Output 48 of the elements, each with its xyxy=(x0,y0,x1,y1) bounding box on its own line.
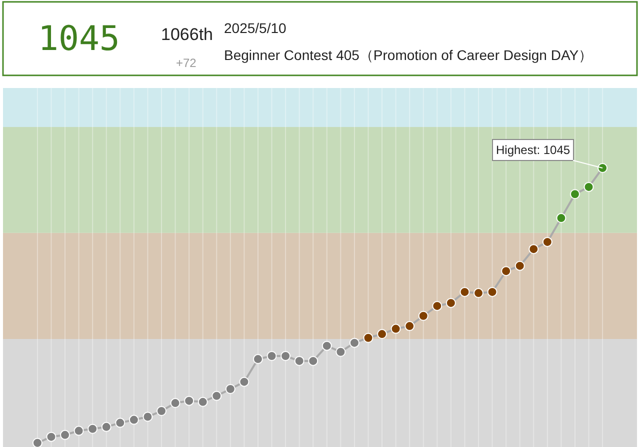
point xyxy=(74,426,84,436)
point xyxy=(101,422,112,432)
point xyxy=(501,266,512,276)
text: Highest: 1045 xyxy=(496,143,570,157)
point xyxy=(528,244,539,254)
point xyxy=(46,432,56,442)
point xyxy=(322,340,332,351)
point xyxy=(598,162,608,173)
point xyxy=(128,414,139,425)
point xyxy=(542,236,552,247)
point xyxy=(225,384,236,394)
point xyxy=(336,346,346,357)
point xyxy=(308,356,318,366)
point xyxy=(115,418,126,428)
point xyxy=(377,329,388,340)
point xyxy=(432,300,442,311)
chart-title: 1045 xyxy=(38,19,120,59)
point xyxy=(252,354,263,364)
text: 2025/5/10 xyxy=(224,20,286,36)
point xyxy=(142,412,153,422)
point xyxy=(170,398,180,408)
point xyxy=(418,310,428,321)
point xyxy=(60,430,70,440)
text: +72 xyxy=(176,56,197,70)
point xyxy=(212,390,222,401)
point xyxy=(570,189,580,200)
point xyxy=(32,438,42,447)
point xyxy=(156,406,166,416)
point xyxy=(390,324,401,334)
text: Beginner Contest 405（Promotion of Career Design DAY） xyxy=(224,47,593,63)
point xyxy=(474,288,484,298)
point xyxy=(239,376,250,387)
point xyxy=(266,351,277,362)
point xyxy=(88,424,98,434)
point xyxy=(404,321,415,332)
point xyxy=(184,396,194,406)
point xyxy=(460,286,470,297)
point xyxy=(514,260,525,271)
point xyxy=(487,286,498,297)
point xyxy=(294,356,304,366)
point xyxy=(584,182,594,192)
point xyxy=(280,351,291,362)
point xyxy=(556,213,566,224)
point xyxy=(446,298,456,308)
point xyxy=(349,338,360,348)
point xyxy=(198,396,208,407)
point xyxy=(363,332,374,343)
text: 1066th xyxy=(161,25,213,44)
